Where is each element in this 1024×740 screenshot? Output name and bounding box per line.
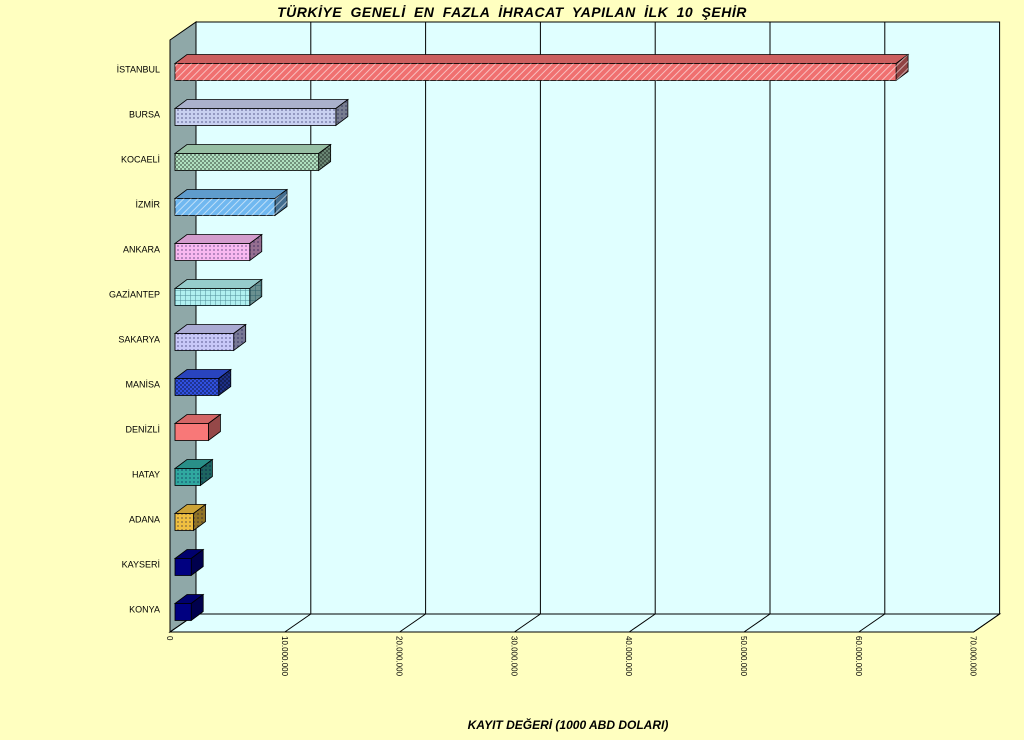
category-label: MANİSA (125, 379, 160, 389)
category-label: ADANA (129, 514, 160, 524)
floor-gridline (973, 613, 1000, 633)
bar-pattern (175, 243, 250, 261)
category-label: KAYSERİ (122, 559, 160, 569)
bar-front (174, 558, 192, 576)
bar (173, 368, 232, 397)
bar-front (174, 603, 192, 621)
floor (168, 613, 1002, 633)
x-tick-label: 20.000.000 (395, 636, 404, 677)
x-tick-label: 50.000.000 (739, 636, 748, 677)
category-label: KONYA (129, 604, 160, 614)
floor-gridline (284, 613, 312, 633)
bar (173, 233, 263, 262)
category-labels: İSTANBUL BURSA KOCAELİ İZMİR ANKARA GAZİANTEP… (109, 64, 161, 614)
bar-pattern (175, 333, 234, 351)
bar-pattern (175, 63, 897, 81)
bar (173, 413, 222, 442)
bar (173, 458, 214, 487)
bar-pattern (175, 288, 250, 306)
bar-pattern (175, 198, 276, 216)
category-label: İZMİR (136, 199, 161, 209)
floor-gridline (514, 613, 541, 633)
bar-pattern (175, 153, 319, 171)
x-axis-title: KAYIT DEĞERİ (1000 ABD DOLARI) (467, 718, 669, 732)
x-tick-label: 70.000.000 (969, 636, 978, 677)
x-tick-label: 60.000.000 (854, 636, 863, 677)
bar-top (173, 54, 910, 64)
bar-top (173, 189, 289, 199)
bars (173, 53, 910, 622)
floor-gridline (743, 613, 771, 633)
bar (173, 143, 332, 172)
bar (173, 503, 207, 532)
bar (173, 53, 910, 82)
category-label: GAZİANTEP (109, 289, 160, 299)
bar (173, 323, 247, 352)
category-label: HATAY (132, 469, 160, 479)
bar-top (173, 99, 350, 109)
bar-pattern (175, 513, 194, 531)
bar (173, 593, 205, 622)
bar-pattern (175, 468, 201, 486)
floor-gridline (628, 613, 656, 633)
bar-side-pattern (193, 504, 206, 531)
bar (173, 98, 350, 127)
bar-side-pattern (200, 459, 213, 486)
bar-top (173, 279, 263, 289)
category-label: KOCAELİ (121, 154, 160, 164)
chart-title: TÜRKİYE GENELİ EN FAZLA İHRACAT YAPILAN … (277, 4, 747, 20)
category-label: DENİZLİ (125, 424, 160, 434)
bar-top (173, 234, 263, 244)
x-tick-labels: 0 10.000.000 20.000.000 30.000.000 40.000.00… (165, 636, 978, 677)
x-tick-label: 30.000.000 (509, 636, 518, 677)
category-label: SAKARYA (118, 334, 160, 344)
floor-gridline (399, 613, 426, 633)
bar-side-pattern (896, 54, 909, 81)
x-tick-label: 10.000.000 (280, 636, 289, 677)
bar-side-pattern (218, 369, 231, 396)
bar-side-pattern (249, 279, 262, 306)
bar-pattern (175, 108, 336, 126)
floor-gridline (858, 613, 886, 633)
bar-side-pattern (318, 144, 331, 171)
bar (173, 278, 263, 307)
category-label: BURSA (129, 109, 160, 119)
category-label: İSTANBUL (117, 64, 160, 74)
bar-top (173, 144, 332, 154)
bar (173, 548, 205, 577)
bar (173, 188, 289, 217)
bar-front (174, 423, 209, 441)
bar-side-pattern (249, 234, 262, 261)
x-tick-label: 0 (165, 636, 174, 641)
bar-side-pattern (275, 189, 288, 216)
x-tick-label: 40.000.000 (624, 636, 633, 677)
bar-side-pattern (233, 324, 246, 351)
bar-pattern (175, 378, 219, 396)
category-label: ANKARA (123, 244, 160, 254)
bar-side-pattern (335, 99, 348, 126)
